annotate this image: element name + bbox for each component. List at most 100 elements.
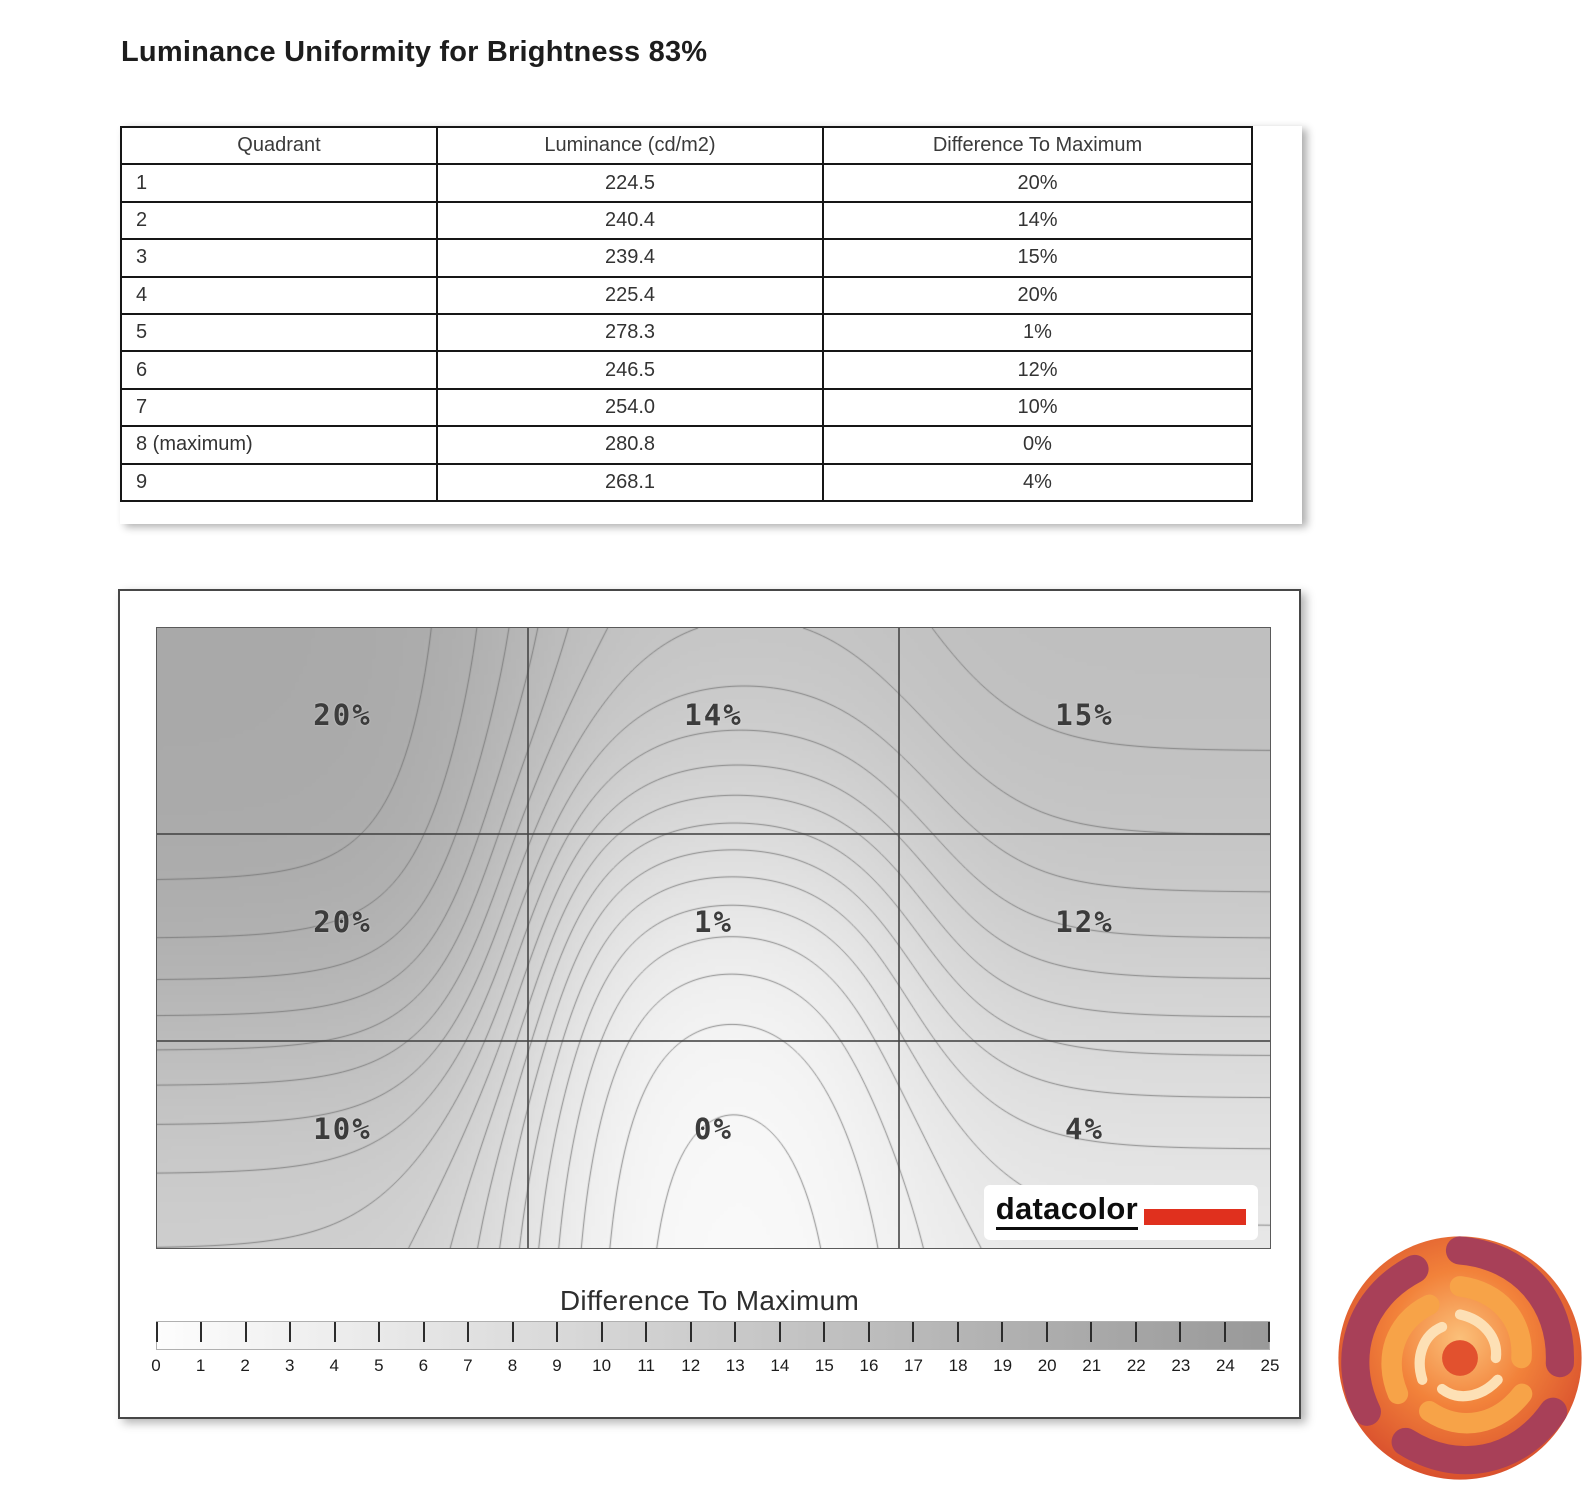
table-row: 5 278.3 1% [120,312,1253,353]
table-cell: 14% [822,200,1253,241]
table-row: 3 239.4 15% [120,238,1253,278]
colorbar-tick [867,1322,870,1342]
grid-line-vertical-2 [898,628,900,1248]
kitguru-logo-center [1442,1340,1478,1376]
colorbar-tick-label: 2 [240,1356,250,1375]
colorbar-tick [1134,1322,1137,1342]
table-cell: 10% [822,387,1253,428]
table-cell: 1 [120,163,438,203]
table-cell: 20% [822,275,1253,315]
datacolor-wordmark: datacolor [995,1193,1138,1230]
quadrant-diff-label: 0% [694,1111,733,1146]
table-cell: 1% [822,312,1253,353]
table-cell: 2 [120,200,438,241]
colorbar-tick [511,1322,514,1342]
table-cell: 246.5 [436,350,824,390]
colorbar-tick [778,1322,781,1342]
colorbar-tick-label: 12 [681,1356,701,1375]
table-cell: 15% [822,238,1253,278]
grid-line-horizontal-2 [157,1040,1270,1042]
colorbar-tick [1179,1322,1182,1342]
colorbar-tick-label: 23 [1171,1356,1191,1375]
kitguru-swirl-arms [1341,1236,1574,1475]
quadrant-diff-label: 20% [313,905,372,939]
kitguru-logo-svg [1338,1236,1582,1480]
table-row: 4 225.4 20% [120,275,1253,315]
colorbar-tick-label: 14 [770,1356,790,1375]
table-cell: 224.5 [436,163,824,203]
datacolor-red-bar [1144,1209,1246,1225]
colorbar-tick [556,1322,559,1342]
colorbar-tick-label: 15 [814,1356,834,1375]
colorbar-tick-label: 13 [725,1356,745,1375]
table-cell: 9 [120,462,438,502]
table-header-cell: Luminance (cd/m2) [436,125,824,166]
colorbar-tick-label: 6 [418,1356,429,1375]
table-cell: 278.3 [436,312,824,353]
table-cell: 0% [822,425,1253,465]
colorbar-tick [289,1322,292,1342]
colorbar-tick-label: 0 [151,1356,161,1375]
colorbar-tick-label: 8 [507,1356,518,1375]
table-row: 9 268.1 4% [120,462,1253,502]
table-cell: 7 [120,387,438,428]
colorbar-tick-label: 7 [463,1356,473,1375]
page-title: Luminance Uniformity for Brightness 83% [121,36,708,68]
table-row: 1 224.5 20% [120,163,1253,203]
colorbar-tick [1223,1322,1226,1342]
colorbar-tick [378,1322,381,1342]
colorbar-tick [1001,1322,1004,1342]
table-cell: 6 [120,350,438,390]
colorbar-tick-label: 5 [374,1356,384,1375]
kitguru-logo [1332,1230,1588,1486]
colorbar-tick [823,1322,826,1342]
colorbar-tick [600,1322,603,1342]
colorbar-tick-label: 20 [1037,1356,1057,1375]
colorbar-title: Difference To Maximum [559,1285,860,1316]
colorbar-tick [734,1322,737,1342]
table-header-row: Quadrant Luminance (cd/m2) Difference To M… [120,125,1253,166]
colorbar-tick [422,1322,425,1342]
table-cell: 20% [822,163,1253,203]
colorbar-tick [1045,1322,1048,1342]
colorbar-tick [1268,1322,1270,1342]
luminance-table: Quadrant Luminance (cd/m2) Difference To M… [120,125,1253,502]
colorbar-tick-label: 24 [1215,1356,1235,1375]
table-row: 2 240.4 14% [120,200,1253,241]
table-cell: 254.0 [436,387,824,428]
colorbar-ticks [156,1322,1270,1349]
quadrant-diff-label: 12% [1055,905,1114,939]
quadrant-diff-label: 14% [684,698,743,733]
colorbar-tick-label: 19 [993,1356,1013,1375]
table-cell: 4% [822,462,1253,502]
table-header-cell: Quadrant [120,125,438,166]
table-cell: 225.4 [436,275,824,315]
contour-map: 20% 14% 15% 20% 1% 12% 10% 0% 4% datacolor [156,627,1271,1249]
colorbar-tick [689,1322,692,1342]
colorbar-tick-label: 25 [1260,1356,1280,1375]
table-cell: 268.1 [436,462,824,502]
table-cell: 12% [822,350,1253,390]
colorbar-tick [244,1322,247,1342]
colorbar-tick [645,1322,648,1342]
table-row: 8 (maximum) 280.8 0% [120,425,1253,465]
colorbar-tick [156,1322,158,1342]
table-row: 7 254.0 10% [120,387,1253,428]
colorbar-tick [200,1322,203,1342]
colorbar-tick-label: 18 [948,1356,968,1375]
colorbar-tick-label: 22 [1126,1356,1146,1375]
quadrant-diff-label: 1% [694,905,733,939]
quadrant-diff-label: 10% [313,1111,372,1146]
colorbar-tick-label: 4 [329,1356,339,1375]
table-cell: 8 (maximum) [120,425,438,465]
colorbar-tick-label: 10 [592,1356,612,1375]
colorbar-tick-label: 16 [859,1356,879,1375]
datacolor-logo: datacolor [983,1185,1258,1240]
quadrant-diff-label: 20% [313,698,372,733]
contour-canvas [157,628,1270,1248]
colorbar-tick-label: 21 [1082,1356,1102,1375]
grid-line-vertical-1 [527,628,529,1248]
colorbar-tick [956,1322,959,1342]
table-cell: 239.4 [436,238,824,278]
